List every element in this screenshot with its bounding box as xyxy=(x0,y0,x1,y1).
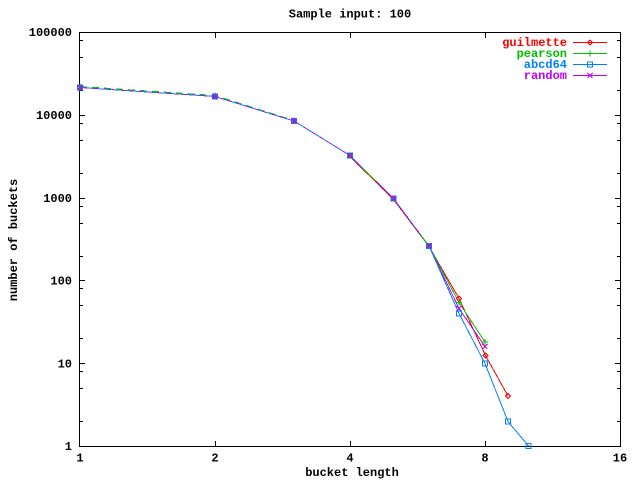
svg-text:10: 10 xyxy=(58,357,72,371)
svg-text:number of buckets: number of buckets xyxy=(7,179,21,301)
svg-text:Sample input: 100: Sample input: 100 xyxy=(289,8,411,22)
svg-text:1: 1 xyxy=(65,440,72,454)
svg-text:16: 16 xyxy=(613,452,627,466)
svg-text:guilmette: guilmette xyxy=(502,36,567,50)
svg-text:8: 8 xyxy=(481,452,488,466)
svg-text:100000: 100000 xyxy=(29,26,72,40)
svg-text:random: random xyxy=(524,69,567,83)
svg-text:bucket length: bucket length xyxy=(305,466,399,480)
svg-text:1000: 1000 xyxy=(43,192,72,206)
svg-text:4: 4 xyxy=(346,452,353,466)
svg-text:pearson: pearson xyxy=(517,47,567,61)
svg-text:100: 100 xyxy=(50,275,72,289)
svg-text:abcd64: abcd64 xyxy=(524,58,567,72)
svg-text:10000: 10000 xyxy=(36,109,72,123)
svg-text:2: 2 xyxy=(211,452,218,466)
svg-text:1: 1 xyxy=(76,452,83,466)
